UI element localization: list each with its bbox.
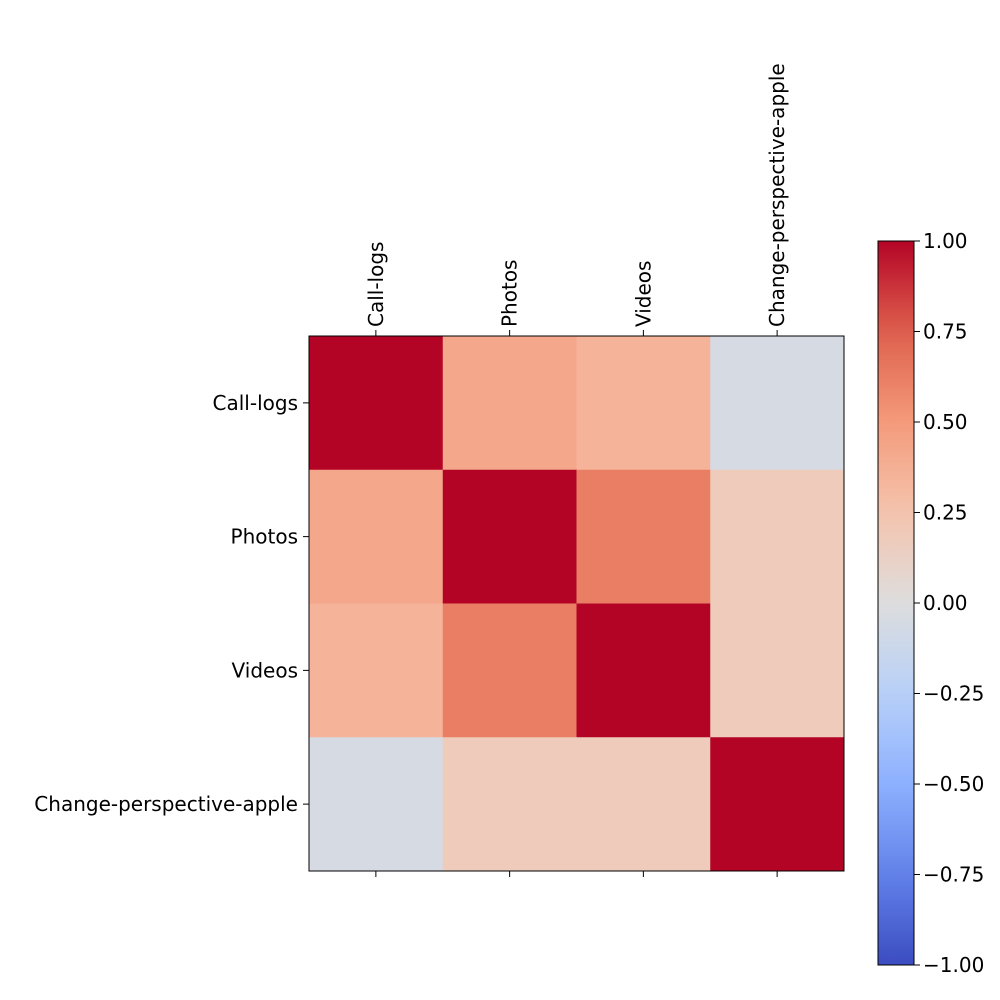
heatmap-cell	[442, 469, 577, 604]
x-tick-label: Photos	[498, 260, 522, 327]
colorbar-ticks: 1.00 0.75 0.50 0.25 0.00 −0.25 −0.50 −0.75 −1.00	[914, 229, 984, 977]
colorbar-tick-label: −0.50	[923, 772, 984, 796]
x-tick-label: Change-perspective-apple	[765, 63, 789, 327]
y-tick-label: Call-logs	[213, 391, 298, 415]
heatmap-cell	[309, 737, 444, 872]
x-tick-label: Call-logs	[364, 242, 388, 327]
colorbar-tick-label: 0.25	[923, 501, 968, 525]
y-tick-label: Videos	[232, 658, 298, 682]
y-tick-labels: Call-logs Photos Videos Change-perspective-…	[34, 391, 309, 816]
heatmap-cell	[442, 336, 577, 471]
heatmap-cell	[309, 469, 444, 604]
colorbar-tick-label: 1.00	[923, 229, 968, 253]
heatmap-cells	[309, 336, 845, 872]
heatmap-cell	[309, 603, 444, 738]
heatmap-cell	[710, 469, 845, 604]
colorbar-tick-label: 0.50	[923, 410, 968, 434]
heatmap-cell	[442, 603, 577, 738]
heatmap-cell	[576, 469, 711, 604]
colorbar-tick-label: −0.75	[923, 863, 984, 887]
heatmap-cell	[576, 737, 711, 872]
x-tick-labels: Call-logs Photos Videos Change-perspective-…	[364, 63, 789, 877]
x-tick-label: Videos	[631, 261, 655, 327]
heatmap-cell	[442, 737, 577, 872]
y-tick-label: Change-perspective-apple	[34, 792, 298, 816]
heatmap-cell	[576, 603, 711, 738]
colorbar-gradient	[878, 241, 914, 965]
colorbar-tick-label: −1.00	[923, 953, 984, 977]
colorbar: 1.00 0.75 0.50 0.25 0.00 −0.25 −0.50 −0.75 −1.00	[877, 229, 984, 977]
heatmap-cell	[710, 336, 845, 471]
heatmap-cell	[309, 336, 444, 471]
colorbar-tick-label: 0.75	[923, 320, 968, 344]
y-tick-label: Photos	[231, 525, 298, 549]
heatmap-cell	[576, 336, 711, 471]
heatmap-frame	[308, 335, 845, 872]
heatmap-cell	[710, 737, 845, 872]
colorbar-tick-label: −0.25	[923, 682, 984, 706]
heatmap-cell	[710, 603, 845, 738]
colorbar-tick-label: 0.00	[923, 591, 968, 615]
